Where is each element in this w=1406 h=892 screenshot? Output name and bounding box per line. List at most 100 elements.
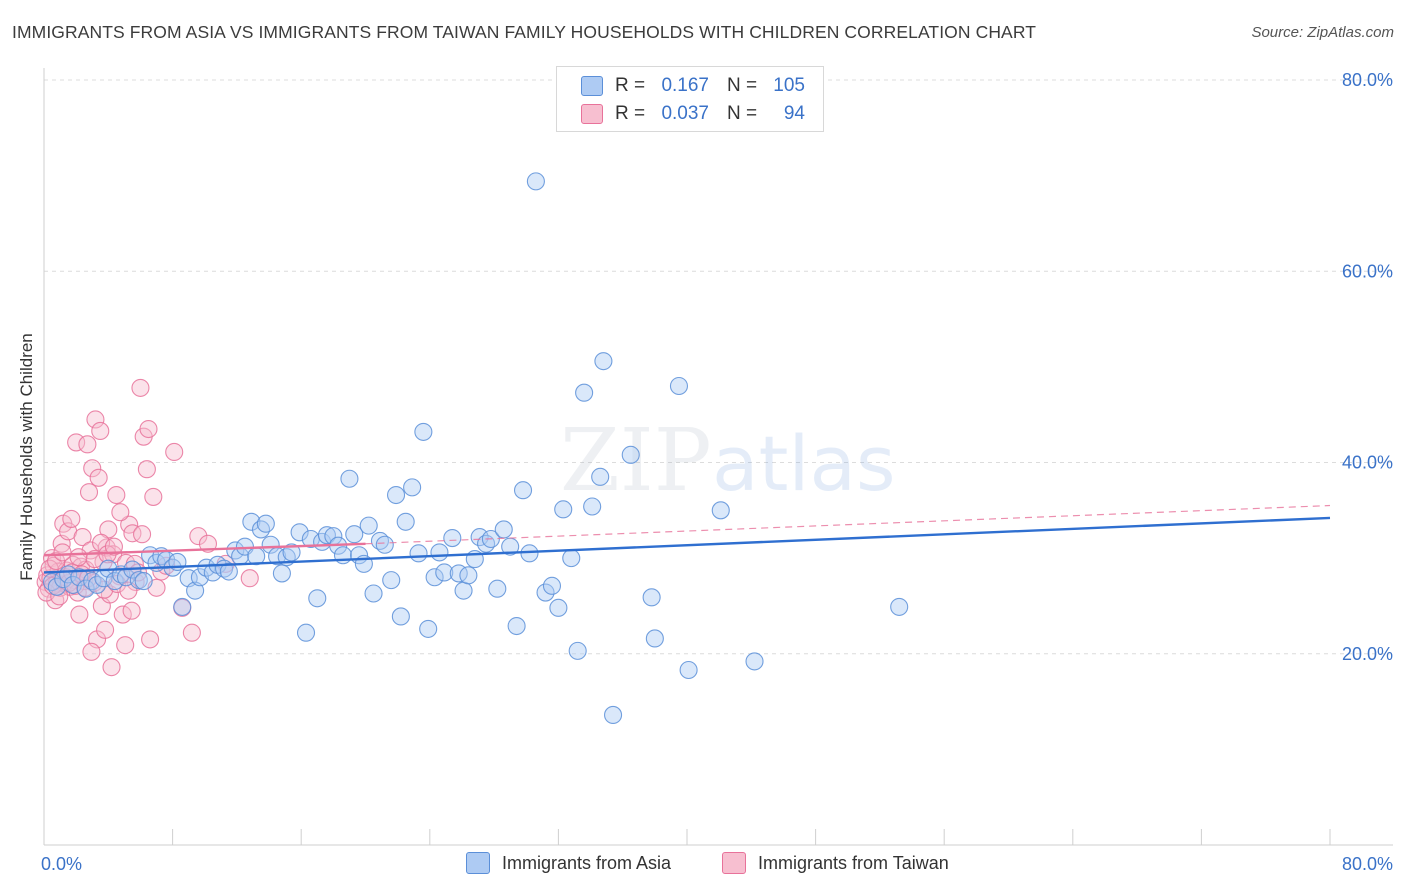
asia-point bbox=[554, 500, 573, 519]
asia-point bbox=[256, 514, 275, 533]
asia-point bbox=[382, 571, 401, 590]
asia-point bbox=[317, 526, 336, 545]
bottom-legend-asia: Immigrants from Asia bbox=[466, 852, 671, 874]
taiwan-point bbox=[116, 636, 135, 655]
asia-points bbox=[42, 172, 909, 725]
asia-point bbox=[526, 172, 545, 191]
asia-point bbox=[568, 641, 587, 660]
asia-trend-line bbox=[43, 516, 1331, 574]
asia-point bbox=[507, 616, 526, 636]
asia-point bbox=[549, 598, 568, 617]
asia-point bbox=[345, 525, 364, 544]
y-tick-label: 80.0% bbox=[1342, 70, 1393, 90]
legend-n-value-taiwan: 94 bbox=[783, 103, 805, 124]
bottom-legend-label-taiwan: Immigrants from Taiwan bbox=[758, 852, 949, 873]
asia-point bbox=[308, 589, 327, 608]
asia-point bbox=[591, 467, 610, 486]
asia-swatch-icon bbox=[581, 76, 603, 96]
asia-point bbox=[594, 352, 613, 371]
asia-point bbox=[488, 579, 507, 598]
taiwan-point bbox=[240, 569, 259, 588]
asia-point bbox=[219, 562, 238, 581]
taiwan-swatch-icon bbox=[581, 104, 603, 124]
asia-point bbox=[173, 597, 192, 616]
taiwan-point bbox=[70, 605, 89, 624]
y-tick-label: 40.0% bbox=[1342, 453, 1393, 473]
taiwan-point bbox=[102, 658, 121, 677]
asia-point bbox=[186, 581, 205, 600]
asia-point bbox=[669, 376, 689, 396]
taiwan-point bbox=[139, 419, 158, 439]
asia-legend-swatch-icon bbox=[466, 852, 490, 874]
asia-point bbox=[76, 579, 95, 598]
x-tick-label: 0.0% bbox=[41, 854, 82, 874]
taiwan-point bbox=[122, 601, 141, 620]
asia-point bbox=[386, 485, 406, 505]
taiwan-point bbox=[165, 442, 184, 462]
asia-point bbox=[679, 660, 698, 680]
asia-point bbox=[459, 566, 478, 585]
asia-point bbox=[391, 607, 410, 626]
asia-point bbox=[396, 512, 415, 531]
taiwan-point bbox=[133, 525, 152, 544]
asia-point bbox=[711, 501, 730, 520]
asia-point bbox=[87, 575, 107, 594]
taiwan-point bbox=[83, 459, 102, 478]
source-label: Source: ZipAtlas.com bbox=[1251, 24, 1394, 41]
watermark-atlas: atlas bbox=[712, 419, 896, 508]
taiwan-trend-dashed bbox=[365, 504, 1331, 545]
taiwan-point bbox=[111, 503, 130, 522]
asia-point bbox=[542, 576, 562, 595]
asia-point bbox=[403, 478, 422, 497]
asia-point bbox=[105, 572, 124, 591]
asia-point bbox=[645, 629, 664, 648]
asia-point bbox=[419, 619, 438, 638]
legend-r-label: R = bbox=[615, 75, 646, 96]
asia-point bbox=[47, 577, 66, 596]
tick-labels: 20.0% 40.0% 60.0% 80.0% 0.0% 80.0% bbox=[41, 70, 1393, 874]
asia-point bbox=[642, 588, 661, 607]
taiwan-point bbox=[73, 528, 92, 547]
asia-point bbox=[621, 445, 640, 464]
legend-n-value-asia: 105 bbox=[773, 75, 805, 96]
trend-lines bbox=[43, 504, 1331, 574]
legend-row-taiwan: R = 0.037 N = 94 bbox=[581, 100, 805, 128]
asia-point bbox=[470, 528, 489, 547]
asia-point bbox=[494, 520, 513, 539]
axes bbox=[43, 68, 1393, 846]
legend-r-value-asia: 0.167 bbox=[661, 75, 709, 96]
asia-point bbox=[575, 383, 594, 402]
asia-point bbox=[251, 520, 271, 539]
asia-point bbox=[443, 528, 462, 548]
asia-point bbox=[430, 543, 449, 562]
chart-title: IMMIGRANTS FROM ASIA VS IMMIGRANTS FROM … bbox=[12, 22, 1037, 42]
taiwan-point bbox=[53, 543, 72, 562]
asia-point bbox=[425, 568, 444, 587]
y-tick-label: 60.0% bbox=[1342, 261, 1393, 281]
taiwan-point bbox=[96, 620, 115, 639]
asia-point bbox=[261, 535, 280, 554]
asia-point bbox=[134, 572, 153, 591]
taiwan-point bbox=[144, 487, 163, 506]
taiwan-point bbox=[137, 460, 156, 479]
asia-point bbox=[296, 623, 316, 642]
legend-r-value-taiwan: 0.037 bbox=[661, 103, 709, 124]
taiwan-legend-swatch-icon bbox=[722, 852, 746, 874]
taiwan-point bbox=[189, 527, 208, 546]
asia-point bbox=[414, 422, 433, 441]
taiwan-points bbox=[36, 378, 259, 677]
taiwan-point bbox=[182, 623, 201, 642]
taiwan-point bbox=[86, 410, 105, 429]
asia-point bbox=[454, 581, 473, 600]
taiwan-point bbox=[75, 578, 95, 597]
asia-point bbox=[272, 564, 291, 583]
taiwan-point bbox=[198, 534, 218, 553]
legend-r-label: R = bbox=[615, 103, 646, 124]
asia-point bbox=[359, 516, 378, 535]
taiwan-point bbox=[67, 433, 86, 452]
taiwan-point bbox=[123, 524, 142, 543]
bottom-legend-taiwan: Immigrants from Taiwan bbox=[722, 852, 949, 874]
bottom-legend-label-asia: Immigrants from Asia bbox=[502, 852, 672, 873]
asia-point bbox=[583, 497, 602, 516]
